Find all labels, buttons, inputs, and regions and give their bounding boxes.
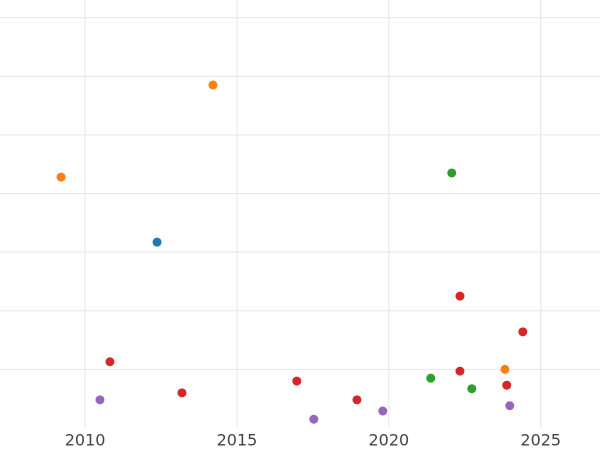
point [208,80,218,90]
point [426,373,436,383]
point [502,380,512,390]
point [105,357,115,367]
x-tick-label: 2010 [65,431,106,450]
point [56,172,66,182]
point [352,395,362,405]
point [309,414,319,424]
point [447,168,457,178]
point [292,376,302,386]
point [95,395,105,405]
point [505,401,515,411]
point [152,237,162,247]
point [455,291,465,301]
x-tick-label: 2015 [217,431,258,450]
point [378,406,388,416]
x-tick-label: 2025 [520,431,561,450]
point [455,366,465,376]
point [177,388,187,398]
point [500,364,510,374]
x-tick-label: 2020 [369,431,410,450]
point [518,327,528,337]
point [467,384,477,394]
